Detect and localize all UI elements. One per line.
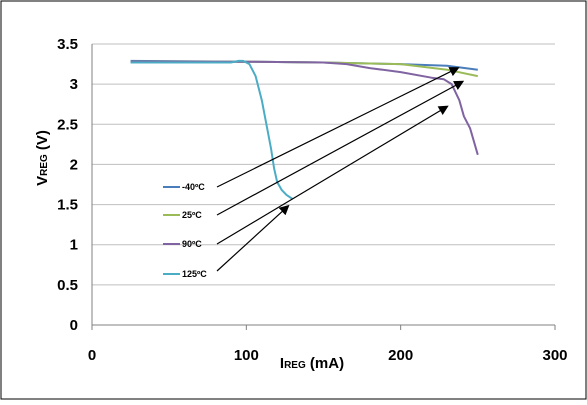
legend-label: 90ºC — [182, 239, 202, 249]
y-tick-label: 3 — [70, 76, 78, 93]
legend-label: 25ºC — [182, 210, 202, 220]
y-axis-title: VREG (V) — [34, 130, 51, 186]
legend-label: -40ºC — [182, 182, 205, 192]
x-tick-label: 200 — [388, 347, 413, 364]
series-line-3 — [130, 59, 294, 200]
y-tick-label: 3.5 — [57, 36, 78, 53]
y-tick-label: 1 — [70, 237, 78, 254]
y-tick-label: 0.5 — [57, 277, 78, 294]
legend-label: 125ºC — [182, 269, 207, 279]
y-tick-label: 0 — [70, 317, 78, 334]
x-axis-title: IREG (mA) — [280, 355, 344, 372]
x-tick-label: 100 — [234, 347, 259, 364]
y-tick-label: 2 — [70, 156, 78, 173]
annotation-arrow — [216, 67, 460, 188]
annotation-arrow — [216, 80, 465, 216]
annotation-arrow — [216, 105, 449, 245]
y-tick-label: 1.5 — [57, 197, 78, 214]
y-tick-label: 2.5 — [57, 116, 78, 133]
x-tick-label: 0 — [88, 347, 96, 364]
series-line-2 — [130, 60, 479, 156]
annotation-arrow — [216, 204, 290, 272]
x-tick-label: 300 — [542, 347, 567, 364]
